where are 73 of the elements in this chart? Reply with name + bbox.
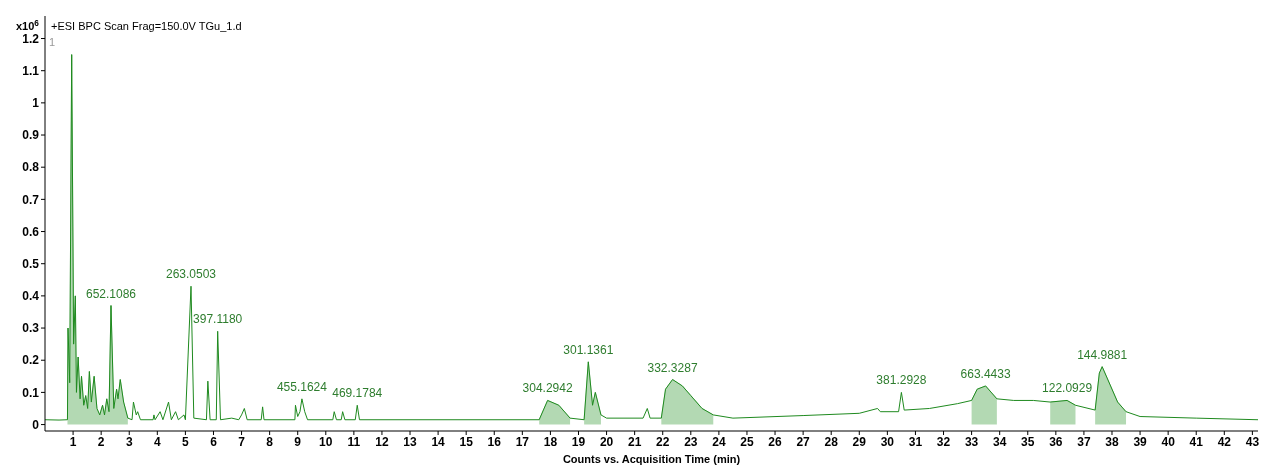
x-tick-label: 18 <box>543 434 558 449</box>
x-tick-label: 19 <box>571 434 586 449</box>
annotation: 332.3287 <box>647 360 698 375</box>
x-tick-label: 37 <box>1077 434 1091 449</box>
x-tick-label: 1 <box>69 434 77 449</box>
annotation: 469.1784 <box>332 386 383 401</box>
annotation: 397.1180 <box>193 312 243 327</box>
x-tick-label: 12 <box>375 434 389 449</box>
x-tick-label: 7 <box>238 434 246 449</box>
line-series <box>45 54 1258 421</box>
annotation: 144.9881 <box>1077 347 1128 362</box>
x-tick-label: 8 <box>266 434 274 449</box>
annotation: 381.2928 <box>876 373 927 388</box>
annotation: 301.1361 <box>563 342 614 357</box>
x-tick-label: 43 <box>1245 434 1260 449</box>
y-tick-label: 0.6 <box>22 224 40 239</box>
annotation: 122.0929 <box>1042 381 1093 396</box>
y-tick-label: 0.2 <box>22 353 40 368</box>
annotation: 663.4433 <box>960 366 1011 381</box>
x-tick-label: 40 <box>1161 434 1176 449</box>
annotation: 455.1624 <box>276 379 328 394</box>
x-tick-label: 32 <box>936 434 951 449</box>
x-tick-label: 38 <box>1105 434 1119 449</box>
x-tick-label: 30 <box>880 434 895 449</box>
x-tick-label: 39 <box>1133 434 1148 449</box>
x-tick-label: 24 <box>712 434 726 449</box>
x-tick-label: 16 <box>487 434 502 449</box>
x-tick-label: 41 <box>1189 434 1204 449</box>
x-tick-label: 33 <box>964 434 979 449</box>
x-tick-label: 9 <box>294 434 302 449</box>
annotation: 1 <box>49 36 56 48</box>
x-tick-label: 22 <box>656 434 670 449</box>
x-tick-label: 27 <box>796 434 811 449</box>
x-tick-label: 20 <box>599 434 614 449</box>
x-tick-label: 10 <box>319 434 333 449</box>
x-tick-label: 4 <box>153 434 161 449</box>
x-tick-label: 25 <box>740 434 754 449</box>
y-tick-label: 0.8 <box>22 160 40 175</box>
y-tick-label: 0.5 <box>22 256 40 271</box>
y-tick-label: 0.3 <box>22 321 40 336</box>
x-axis-title: Counts vs. Acquisition Time (min) <box>562 453 741 465</box>
x-tick-label: 21 <box>627 434 642 449</box>
x-tick-label: 13 <box>403 434 418 449</box>
x-tick-label: 6 <box>210 434 218 449</box>
annotation: 263.0503 <box>165 267 217 282</box>
x-tick-label: 31 <box>908 434 923 449</box>
y-tick-label: 0.4 <box>22 289 40 304</box>
annotation: 304.2942 <box>522 381 573 396</box>
y-tick-label: 1 <box>32 96 40 111</box>
y-tick-label: 0 <box>32 417 40 432</box>
x-tick-label: 14 <box>431 434 446 449</box>
x-tick-label: 5 <box>182 434 190 449</box>
x-tick-label: 2 <box>97 434 105 449</box>
x-tick-label: 26 <box>768 434 783 449</box>
y-tick-label: 0.9 <box>22 128 40 143</box>
chart-title: +ESI BPC Scan Frag=150.0V TGu_1.d <box>51 20 242 32</box>
x-tick-label: 11 <box>347 434 361 449</box>
x-tick-label: 36 <box>1049 434 1063 449</box>
y-axis-title: x10$^{6}$ <box>16 18 40 32</box>
y-tick-label: 1.1 <box>22 63 40 78</box>
x-tick-label: 29 <box>852 434 867 449</box>
y-tick-label: 0.1 <box>22 385 40 400</box>
x-tick-label: 42 <box>1217 434 1232 449</box>
x-tick-label: 28 <box>824 434 839 449</box>
x-tick-label: 23 <box>684 434 698 449</box>
y-tick-label: 0.7 <box>22 192 40 207</box>
annotation: 652.1086 <box>85 286 137 301</box>
x-tick-label: 34 <box>993 434 1007 449</box>
x-tick-label: 15 <box>459 434 474 449</box>
x-tick-label: 3 <box>125 434 133 449</box>
y-tick-label: 1.2 <box>22 31 40 46</box>
x-tick-label: 35 <box>1021 434 1035 449</box>
x-tick-label: 17 <box>515 434 530 449</box>
